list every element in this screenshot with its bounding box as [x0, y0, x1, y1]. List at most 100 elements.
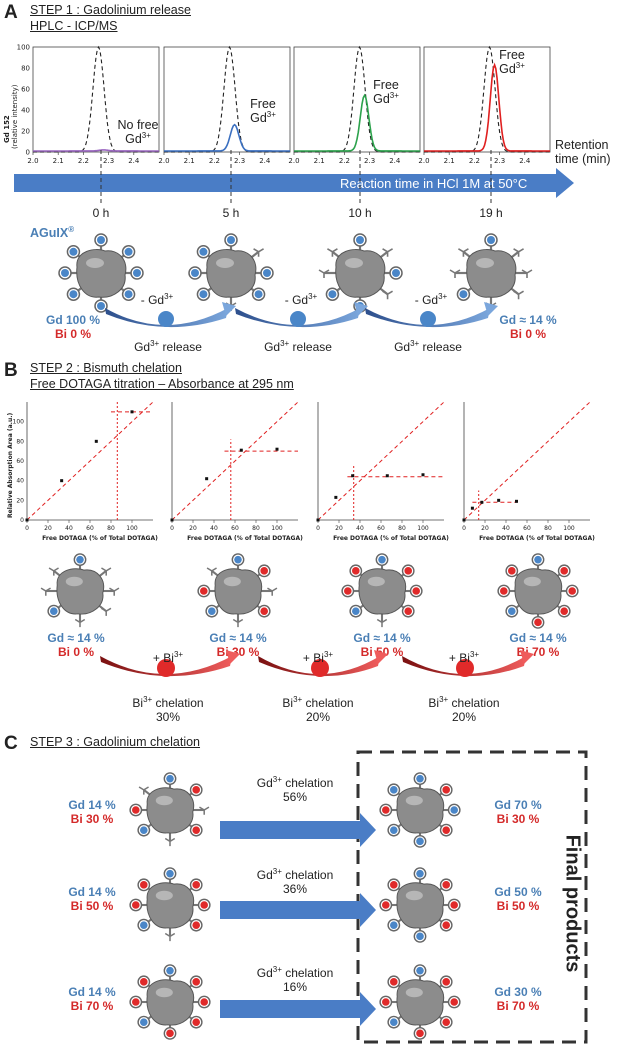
particle-c-out-2-highlight	[405, 890, 423, 901]
minus-gd-1-sup: 3+	[164, 292, 174, 301]
particle-b-2	[197, 553, 278, 628]
gd-release-3-text: release	[419, 340, 462, 354]
reaction-arrow-shape	[14, 168, 574, 198]
time-19h: 19 h	[479, 206, 503, 220]
particle-a-0h-ion-3	[124, 290, 133, 299]
hplc-xtick-label-3-3: 2.3	[494, 157, 505, 165]
titr-xtick-label-2-4: 80	[398, 525, 406, 532]
particle-c-out-3-ion-4	[416, 1029, 424, 1038]
plus-bi-1-sup: 3+	[173, 650, 184, 659]
particle-b-4-ion-4	[534, 618, 542, 627]
c-row-2-in-bi: Bi 50 %	[70, 899, 114, 913]
particle-c-in-1-ligand-4	[164, 837, 176, 847]
particle-c-out-3-highlight	[405, 987, 423, 998]
gd-chelation-arrow-3	[220, 992, 376, 1026]
particle-a-5h-ligand-1	[253, 248, 264, 257]
b-state-4-gd: Gd ≈ 14 %	[509, 631, 567, 645]
plus-bi-1-text: + Bi	[152, 651, 174, 665]
time-0h: 0 h	[92, 206, 110, 220]
peak-label-5h: Free Gd3+	[243, 97, 283, 125]
panel-b-particles	[40, 553, 579, 629]
particle-b-4-ion-5	[508, 607, 516, 615]
titration-charts: Relative Absorption Area (a.u.) 0 20 40 60 8…	[7, 400, 595, 542]
plus-bi-2-text: + Bi	[302, 651, 324, 665]
bi-chelation-label-2: Bi3+ chelation 20%	[276, 695, 360, 725]
plus-bi-1: + Bi3+	[148, 650, 188, 666]
titr-xlabel-0: Free DOTAGA (% of Total DOTAGA)	[42, 535, 158, 542]
titr-diagonal-2	[317, 401, 445, 521]
c-row-2-out-gd: Gd 50 %	[494, 885, 542, 899]
particle-c-in-2-core	[146, 882, 195, 929]
particle-c-in-2-ligand-4	[164, 932, 176, 942]
titr-xtick-label-1-3: 60	[231, 525, 239, 532]
bi-ion-ball-1	[157, 659, 175, 677]
peak-label-10h-line1: Free	[373, 78, 399, 92]
b-state-1-bi: Bi 0 %	[57, 645, 94, 659]
hplc-xtick-label-2-4: 2.4	[389, 157, 401, 165]
peak-label-0h: No free Gd3+	[114, 118, 162, 146]
particle-b-1-ligand-6	[40, 587, 51, 596]
particle-b-4-highlight	[523, 576, 541, 587]
particle-b-4	[497, 553, 579, 629]
bi-chel-2-sup: 3+	[293, 695, 303, 704]
particle-b-3-ion-6	[344, 587, 352, 595]
particle-a-10h-ligand-7	[327, 248, 338, 257]
b-state-2-gd: Gd ≈ 14 %	[209, 631, 267, 645]
particle-c-out-3-core	[396, 979, 445, 1026]
titr-point-3-4	[515, 499, 518, 503]
gd-chelation-arrow-1	[220, 813, 376, 847]
particle-b-1-ion-5	[50, 607, 58, 615]
gd-release-1-text: release	[159, 340, 202, 354]
particle-c-in-3-ion-2	[200, 998, 208, 1006]
release-arrow-1	[105, 308, 228, 328]
retention-label-line1: Retention	[555, 138, 609, 152]
particle-a-0h-ion-7	[69, 247, 78, 256]
particle-c-out-3-ion-6	[382, 998, 390, 1006]
gd-chel-2-text: chelation	[281, 868, 334, 882]
hplc-series-2-1	[294, 93, 420, 152]
bi-chel-1-value: 30%	[155, 710, 181, 724]
titr-xtick-label-1-4: 80	[252, 525, 260, 532]
hplc-xtick-label-2-3: 2.3	[364, 157, 375, 165]
aguix-label-reg: ®	[68, 224, 75, 234]
particle-a-0h-ion-4	[97, 302, 105, 310]
particle-a-19h-ligand-2	[521, 269, 533, 278]
titr-ytick-label-4: 80	[16, 438, 24, 445]
plus-bi-3: + Bi3+	[444, 651, 484, 666]
titr-xtick-label-2-1: 20	[335, 525, 343, 532]
minus-gd-3-text: - Gd	[414, 293, 439, 307]
particle-a-10h-ligand-6	[318, 269, 330, 278]
gd-chel-3-sup: 3+	[272, 965, 282, 974]
particle-a-5h-highlight	[216, 258, 234, 268]
bi-chel-3-text: chelation	[448, 696, 500, 710]
aguix-label-text: AGuIX	[30, 226, 69, 240]
particle-b-4-ion-0	[534, 555, 542, 564]
gd-release-label-1: Gd3+ release	[128, 340, 208, 355]
titr-xlabel-2: Free DOTAGA (% of Total DOTAGA)	[333, 535, 449, 542]
hplc-xtick-label-0-0: 2.0	[27, 157, 38, 165]
peak-label-0h-line1: No free	[117, 118, 159, 132]
particle-c-out-1-highlight	[405, 795, 423, 806]
titration-y-label: Relative Absorption Area (a.u.)	[7, 412, 14, 518]
titr-point-0-1	[60, 479, 64, 483]
reaction-time-label: Reaction time in HCl 1M at 50°C	[340, 176, 528, 191]
particle-c-in-3-ion-3	[192, 1018, 200, 1026]
particle-c-out-1-ion-2	[450, 806, 458, 814]
particle-c-in-3-highlight	[155, 987, 173, 998]
chelation-arrowhead-1	[226, 650, 240, 664]
gd-chel-3-value: 16%	[282, 980, 308, 994]
particle-a-19h-ion-0	[487, 236, 495, 244]
peak-label-0h-charge: 3+	[141, 130, 151, 140]
peak-label-10h: Free Gd3+	[366, 78, 406, 106]
gd-release-2-sup: 3+	[280, 339, 290, 348]
titr-ytick-label-1: 20	[16, 497, 24, 504]
particle-b-1-highlight	[65, 576, 83, 587]
titr-point-0-2	[94, 439, 98, 443]
titr-xtick-label-1-2: 40	[210, 525, 218, 532]
gd-release-2-text: release	[289, 340, 332, 354]
particle-b-3-ion-1	[404, 567, 412, 575]
particle-a-5h-core	[206, 249, 257, 298]
particle-c-out-1-ion-6	[382, 806, 390, 814]
particle-a-5h-ion-0	[227, 236, 235, 244]
titr-diagonal-3	[463, 401, 591, 521]
